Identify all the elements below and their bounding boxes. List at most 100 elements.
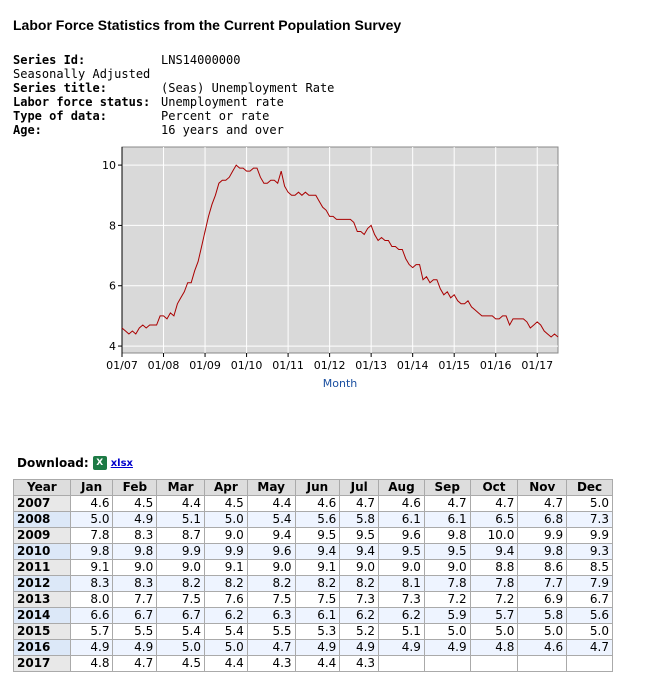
value-cell: 7.3 [339, 591, 380, 608]
meta-key: Series Id: [13, 53, 86, 67]
value-cell: 7.3 [378, 591, 425, 608]
value-cell [566, 655, 613, 672]
value-cell: 4.7 [339, 495, 380, 512]
value-cell [469, 655, 519, 672]
meta-key: Series title: [13, 81, 107, 95]
meta-value: LNS14000000 [161, 53, 241, 67]
x-tick-label: 01/13 [355, 359, 387, 372]
page-title: Labor Force Statistics from the Current … [13, 17, 402, 33]
meta-value: 16 years and over [161, 123, 284, 137]
value-cell: 6.2 [339, 607, 380, 624]
value-cell: 9.4 [294, 543, 341, 560]
value-cell: 4.5 [204, 495, 248, 512]
value-cell: 5.0 [423, 623, 471, 640]
value-cell: 9.6 [378, 527, 425, 544]
value-cell: 9.8 [112, 543, 158, 560]
value-cell: 4.9 [112, 511, 158, 528]
value-cell: 9.4 [246, 527, 296, 544]
value-cell: 10.0 [469, 527, 519, 544]
y-tick-label: 10 [102, 159, 116, 172]
value-cell: 9.5 [339, 527, 380, 544]
value-cell: 5.0 [517, 623, 568, 640]
value-cell: 8.2 [156, 575, 205, 592]
table-row: 2011 9.1 9.0 9.0 9.1 9.0 9.1 9.0 9.0 9.0 8.8 8.6 8.5 [13, 559, 613, 576]
value-cell: 5.1 [156, 511, 205, 528]
value-cell: 5.2 [339, 623, 380, 640]
value-cell: 8.3 [112, 527, 158, 544]
meta-row: Age: 16 years and over [13, 123, 334, 137]
value-cell: 9.1 [294, 559, 341, 576]
value-cell: 4.7 [517, 495, 568, 512]
column-header: Oct [469, 479, 519, 496]
excel-icon[interactable]: X [92, 456, 107, 470]
column-header: Mar [156, 479, 205, 496]
table-row: 2012 8.3 8.3 8.2 8.2 8.2 8.2 8.2 8.1 7.8 7.8 7.7 7.9 [13, 575, 613, 592]
table-row: 2014 6.6 6.7 6.7 6.2 6.3 6.1 6.2 6.2 5.9 5.7 5.8 5.6 [13, 607, 613, 624]
value-cell: 4.9 [339, 639, 380, 656]
year-cell: 2014 [13, 607, 71, 624]
data-table: Year Jan Feb Mar Apr May Jun Jul Aug Sep Oct Nov Dec… [13, 479, 613, 672]
value-cell: 7.7 [517, 575, 568, 592]
column-header: Year [13, 479, 71, 496]
value-cell: 5.1 [378, 623, 425, 640]
value-cell: 5.8 [517, 607, 568, 624]
table-row: 2013 8.0 7.7 7.5 7.6 7.5 7.5 7.3 7.3 7.2 7.2 6.9 6.7 [13, 591, 613, 608]
value-cell: 4.7 [246, 639, 296, 656]
year-cell: 2010 [13, 543, 71, 560]
value-cell [423, 655, 471, 672]
value-cell: 4.8 [69, 655, 114, 672]
download-xlsx-link[interactable]: xlsx [110, 457, 133, 469]
value-cell: 6.1 [294, 607, 341, 624]
value-cell: 4.6 [294, 495, 341, 512]
value-cell: 4.4 [294, 655, 341, 672]
x-tick-label: 01/09 [189, 359, 221, 372]
column-header: Jun [294, 479, 341, 496]
column-header: Jan [69, 479, 114, 496]
value-cell: 5.6 [566, 607, 613, 624]
value-cell: 7.3 [566, 511, 613, 528]
value-cell: 7.5 [156, 591, 205, 608]
year-cell: 2013 [13, 591, 71, 608]
meta-row: Series title: (Seas) Unemployment Rate [13, 81, 334, 95]
value-cell: 4.9 [378, 639, 425, 656]
value-cell: 8.1 [378, 575, 425, 592]
value-cell: 6.7 [156, 607, 205, 624]
y-tick-label: 6 [109, 280, 116, 293]
meta-key: Labor force status: [13, 95, 151, 109]
meta-row: Labor force status: Unemployment rate [13, 95, 334, 109]
value-cell: 4.4 [204, 655, 248, 672]
meta-row: Type of data: Percent or rate [13, 109, 334, 123]
value-cell: 7.6 [204, 591, 248, 608]
value-cell: 5.0 [69, 511, 114, 528]
value-cell: 4.8 [469, 639, 519, 656]
value-cell: 9.9 [566, 527, 613, 544]
value-cell: 9.4 [469, 543, 519, 560]
year-cell: 2008 [13, 511, 71, 528]
value-cell: 7.8 [69, 527, 114, 544]
value-cell: 8.3 [69, 575, 114, 592]
value-cell: 4.7 [112, 655, 158, 672]
value-cell: 8.6 [517, 559, 568, 576]
value-cell: 4.7 [469, 495, 519, 512]
table-row: 2010 9.8 9.8 9.9 9.9 9.6 9.4 9.4 9.5 9.5 9.4 9.8 9.3 [13, 543, 613, 560]
value-cell: 4.3 [339, 655, 380, 672]
value-cell: 9.1 [204, 559, 248, 576]
value-cell: 5.4 [204, 623, 248, 640]
value-cell: 4.9 [69, 639, 114, 656]
value-cell: 9.4 [339, 543, 380, 560]
value-cell [378, 655, 425, 672]
meta-value: Percent or rate [161, 109, 270, 123]
value-cell: 9.9 [156, 543, 205, 560]
value-cell: 8.5 [566, 559, 613, 576]
x-tick-label: 01/16 [480, 359, 512, 372]
series-line [121, 164, 559, 338]
table-row: 2009 7.8 8.3 8.7 9.0 9.4 9.5 9.5 9.6 9.8 10.0 9.9 9.… [13, 527, 613, 544]
table-row: 2016 4.9 4.9 5.0 5.0 4.7 4.9 4.9 4.9 4.9 4.8 4.6 4.7 [13, 639, 613, 656]
x-tick-label: 01/12 [314, 359, 346, 372]
value-cell: 7.8 [423, 575, 471, 592]
value-cell: 6.2 [378, 607, 425, 624]
value-cell: 9.0 [378, 559, 425, 576]
table-row: 2008 5.0 4.9 5.1 5.0 5.4 5.6 5.8 6.1 6.1 6.5 6.8 7.3 [13, 511, 613, 528]
value-cell: 5.9 [423, 607, 471, 624]
value-cell: 7.7 [112, 591, 158, 608]
